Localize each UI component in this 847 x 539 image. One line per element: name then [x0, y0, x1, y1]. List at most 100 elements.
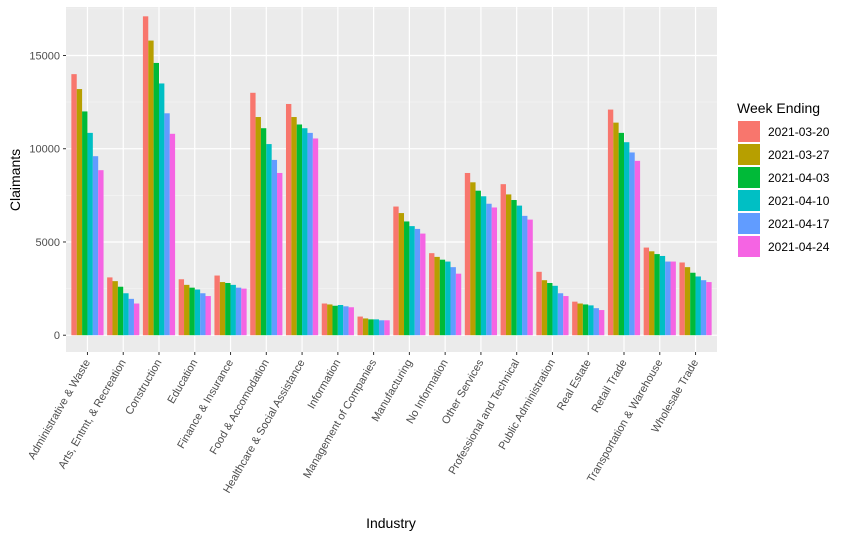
bar — [327, 304, 333, 336]
bar — [450, 267, 456, 336]
bar — [582, 304, 589, 336]
bar — [178, 279, 185, 336]
bar — [200, 293, 206, 336]
bar — [312, 138, 319, 336]
y-axis-title: Claimants — [7, 149, 23, 211]
bar — [92, 156, 99, 336]
bar — [128, 298, 134, 336]
bar — [475, 190, 481, 336]
y-tick-label: 5000 — [36, 237, 60, 249]
bar — [404, 221, 410, 336]
bar — [112, 281, 118, 336]
legend-label: 2021-03-20 — [768, 125, 830, 139]
bar — [643, 247, 650, 336]
bar — [205, 296, 211, 336]
bar — [420, 233, 426, 336]
bar — [296, 124, 303, 336]
x-tick-label: Arts, Entmt, & Recreation — [56, 358, 128, 471]
y-tick-label: 10000 — [29, 144, 60, 156]
legend-key — [738, 213, 760, 234]
legend-key — [738, 190, 760, 211]
bar — [649, 251, 655, 336]
bar — [133, 303, 140, 336]
bar — [194, 289, 201, 336]
bar — [260, 128, 267, 336]
bar — [393, 206, 399, 336]
bar — [250, 92, 256, 336]
x-tick-label: Education — [166, 358, 201, 406]
bar — [117, 286, 124, 336]
bars — [71, 16, 712, 336]
bar — [516, 205, 523, 336]
bar — [368, 319, 374, 336]
bar — [445, 261, 451, 336]
bar — [434, 256, 440, 336]
bar — [142, 16, 149, 336]
legend-title: Week Ending — [737, 100, 820, 116]
bar — [414, 228, 421, 336]
bar — [552, 285, 558, 336]
bar — [547, 283, 553, 336]
bar — [522, 215, 528, 336]
legend-label: 2021-04-10 — [768, 194, 830, 208]
bar — [307, 132, 313, 336]
bar — [148, 40, 154, 336]
bar — [153, 62, 159, 336]
legend: Week Ending 2021-03-20 2021-03-27 2021-04-… — [737, 100, 830, 257]
bar — [557, 293, 564, 336]
bar — [690, 272, 696, 336]
bar — [659, 255, 666, 336]
bar — [679, 262, 685, 336]
bar — [665, 261, 671, 336]
y-axis: 0 5000 10000 15000 — [29, 50, 66, 342]
bar — [373, 319, 379, 336]
bar — [241, 288, 247, 336]
bar — [362, 318, 369, 336]
bar — [332, 305, 338, 336]
bar — [214, 275, 220, 336]
x-tick-label: Management of Companies — [301, 357, 379, 480]
bar — [607, 109, 614, 336]
bar — [98, 170, 104, 336]
bar — [572, 301, 578, 336]
legend-key — [738, 144, 760, 165]
bar — [577, 303, 583, 336]
bar — [398, 213, 405, 336]
x-tick-label: Real Estate — [555, 358, 594, 413]
legend-label: 2021-03-27 — [768, 148, 830, 162]
y-tick-label: 0 — [54, 330, 60, 342]
bar — [588, 305, 594, 336]
bar — [654, 254, 660, 336]
bar — [618, 132, 624, 336]
bar — [598, 310, 605, 336]
bar — [384, 320, 390, 336]
bar — [706, 282, 712, 336]
bar — [500, 184, 506, 336]
bar — [189, 287, 195, 336]
bar — [670, 261, 676, 336]
bar — [378, 320, 385, 336]
bar — [439, 259, 446, 336]
legend-key — [738, 121, 760, 142]
bar — [235, 287, 242, 336]
bar — [480, 196, 487, 336]
bar — [76, 89, 83, 336]
bar — [184, 284, 190, 336]
bar — [285, 103, 292, 336]
bar — [291, 117, 297, 336]
x-tick-label: Information — [306, 358, 344, 412]
bar — [343, 306, 349, 336]
bar — [230, 284, 236, 336]
bar — [219, 282, 226, 336]
legend-label: 2021-04-17 — [768, 217, 830, 231]
bar — [82, 111, 88, 336]
bar — [629, 152, 635, 336]
x-tick-label: Administrative & Waste — [26, 358, 93, 462]
bar — [321, 303, 328, 336]
bar — [491, 207, 498, 336]
bar — [695, 276, 701, 336]
bar — [470, 182, 476, 336]
bar — [107, 277, 113, 336]
bar — [169, 133, 176, 336]
